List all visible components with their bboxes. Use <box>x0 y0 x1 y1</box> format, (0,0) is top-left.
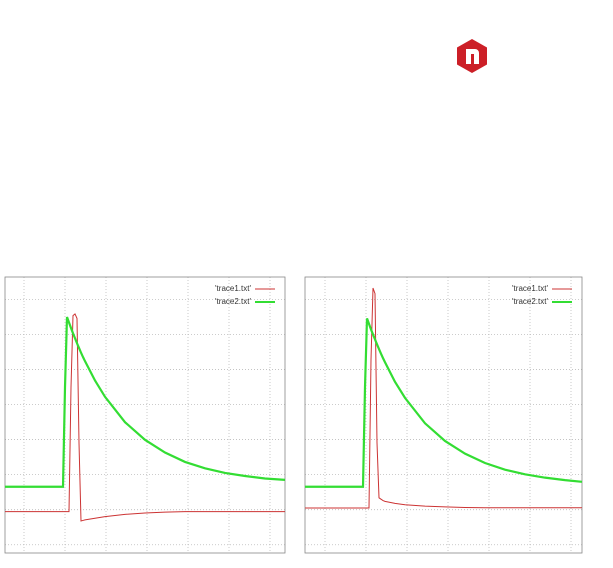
series-line <box>5 316 286 488</box>
legend-label: 'trace2.txt' <box>215 297 251 306</box>
series-line <box>305 287 582 509</box>
logo <box>457 39 487 73</box>
chart: 'trace1.txt' 'trace2.txt' <box>304 276 583 554</box>
legend-label: 'trace2.txt' <box>512 297 548 306</box>
series-line <box>305 318 583 488</box>
logo-glyph <box>466 49 479 64</box>
legend-label: 'trace1.txt' <box>512 284 548 293</box>
logo-hexagon <box>457 39 487 73</box>
chart: 'trace1.txt' 'trace2.txt' <box>4 276 286 554</box>
plot-frame <box>4 276 286 554</box>
series-line <box>5 313 285 522</box>
legend-label: 'trace1.txt' <box>215 284 251 293</box>
plot-frame <box>304 276 583 554</box>
